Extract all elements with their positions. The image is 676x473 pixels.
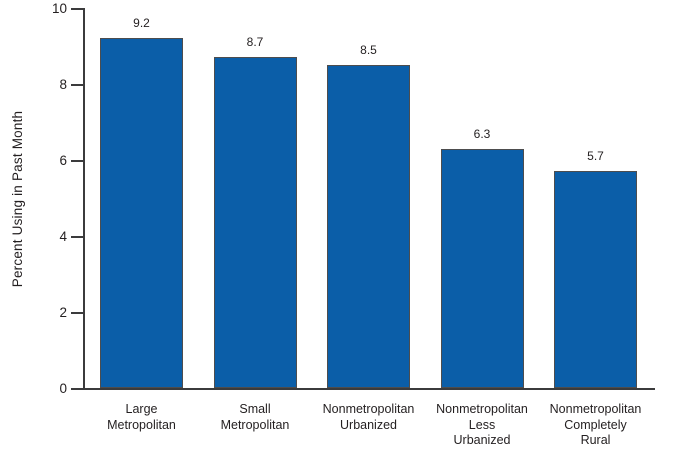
x-category-label: Small Metropolitan [220, 402, 290, 432]
x-category-label: Nonmetropolitan Urbanized [322, 402, 415, 432]
bar [440, 148, 524, 388]
y-tick-mark [71, 160, 83, 162]
y-tick-label: 6 [59, 153, 67, 168]
y-tick-mark [71, 8, 83, 10]
y-axis-title-text: Percent Using in Past Month [10, 110, 25, 288]
bar-value-label: 8.7 [246, 35, 264, 50]
x-category-label: Nonmetropolitan Completely Rural [549, 402, 642, 447]
bar [213, 57, 297, 388]
bar [554, 171, 637, 388]
bar [327, 65, 410, 388]
y-tick-mark [71, 84, 83, 86]
y-tick-mark [71, 236, 83, 238]
y-axis-line [83, 8, 85, 390]
bar-value-label: 9.2 [133, 16, 150, 31]
bar-value-label: 5.7 [587, 149, 604, 164]
y-tick-label: 4 [59, 229, 67, 244]
x-category-label: Large Metropolitan [107, 402, 176, 432]
x-category-label: Nonmetropolitan Less Urbanized [436, 402, 528, 447]
y-tick-label: 0 [59, 381, 67, 396]
x-axis-line [71, 388, 655, 390]
bar-value-label: 6.3 [473, 126, 491, 141]
bar-value-label: 8.5 [360, 43, 377, 57]
y-tick-label: 10 [51, 1, 67, 16]
bar [100, 38, 183, 388]
y-tick-label: 2 [59, 305, 67, 320]
y-tick-label: 8 [59, 77, 67, 92]
y-tick-mark [71, 312, 83, 314]
